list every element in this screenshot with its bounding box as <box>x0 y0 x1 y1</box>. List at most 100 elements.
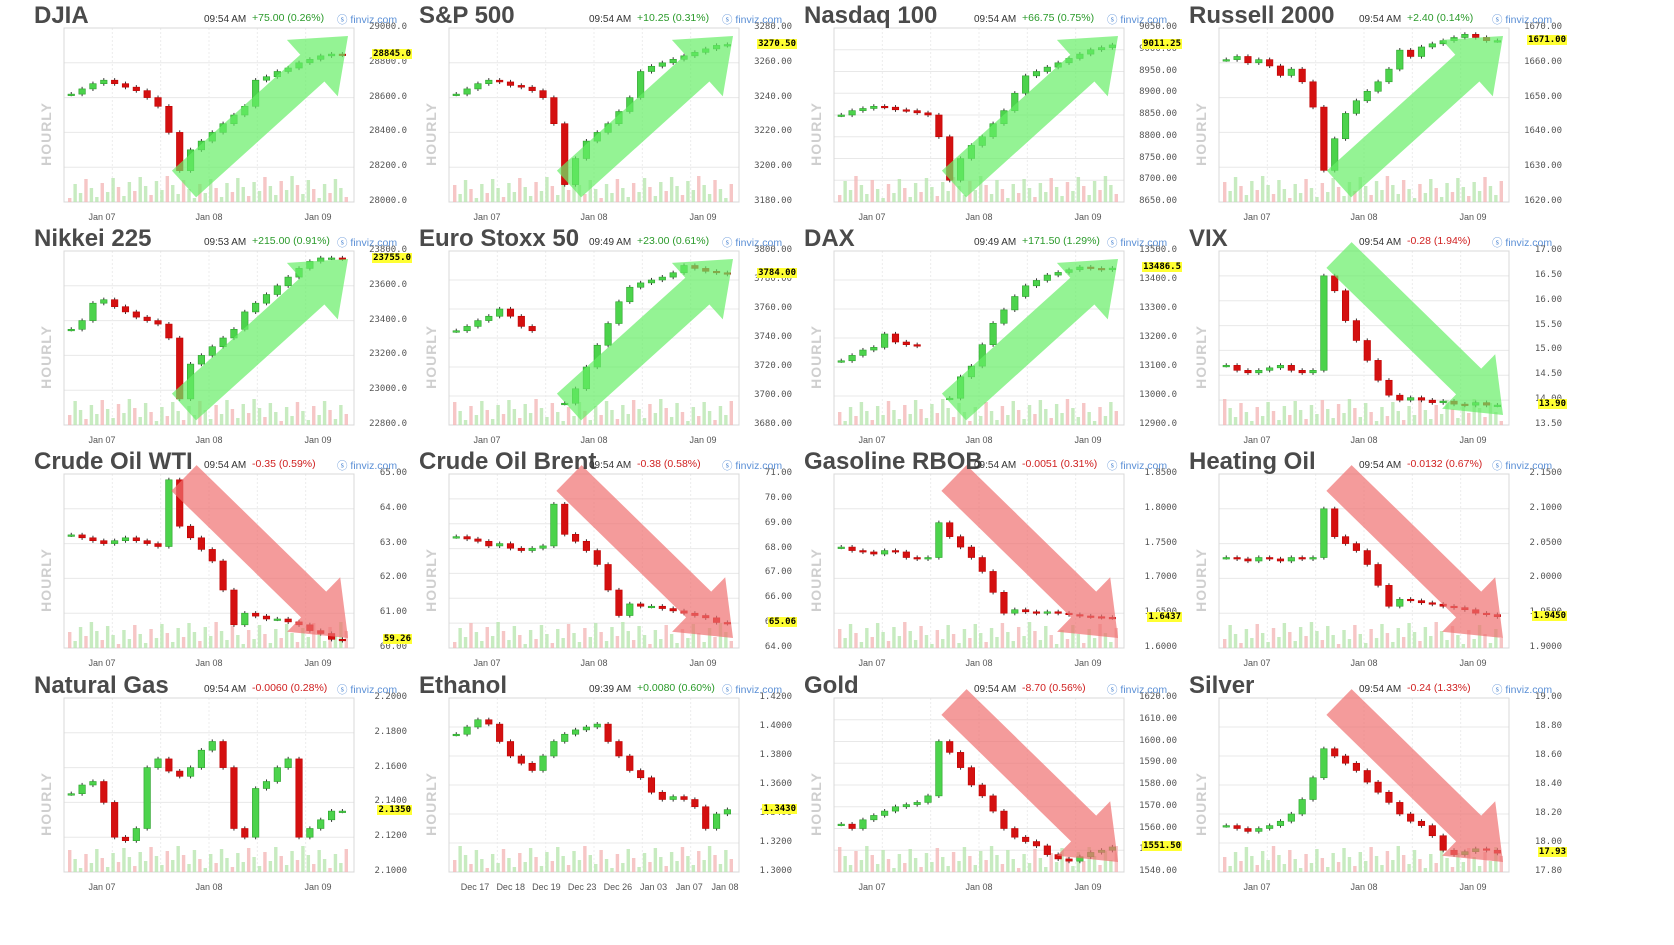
source-link[interactable]: ⓢ finviz.com <box>722 682 782 697</box>
candle <box>197 749 205 768</box>
source-link[interactable]: ⓢ finviz.com <box>337 458 397 473</box>
volume-bar <box>78 410 83 425</box>
chart-canvas <box>1218 689 1510 873</box>
chart-panel-euro-stoxx-50[interactable]: Euro Stoxx 50 09:49 AM +23.00 (0.61%) ⓢ fin… <box>417 225 797 449</box>
candle <box>1244 558 1252 562</box>
volume-bar <box>160 407 164 425</box>
candle <box>626 286 634 303</box>
source-link[interactable]: ⓢ finviz.com <box>1107 682 1167 697</box>
volume-bar <box>697 416 701 425</box>
x-tick-label: Jan 09 <box>304 658 332 668</box>
volume-bar <box>1374 856 1379 872</box>
volume-bar <box>1380 407 1384 425</box>
volume-bar <box>572 416 576 425</box>
volume-bar <box>1293 184 1297 202</box>
source-link[interactable]: ⓢ finviz.com <box>722 458 782 473</box>
chart-title: Natural Gas <box>34 672 169 699</box>
volume-bar <box>181 637 186 648</box>
source-link[interactable]: ⓢ finviz.com <box>722 235 782 250</box>
volume-bar <box>886 184 891 202</box>
volume-bar <box>1326 867 1330 872</box>
candle <box>647 605 656 609</box>
volume-bar <box>659 639 663 648</box>
volume-bar <box>230 626 235 648</box>
candle <box>691 799 699 808</box>
candle <box>572 729 580 735</box>
chart-title: Crude Oil Brent <box>419 448 597 475</box>
volume-bar <box>290 416 294 425</box>
volume-bar <box>496 405 500 425</box>
chart-panel-nasdaq-100[interactable]: Nasdaq 100 09:54 AM +66.75 (0.75%) ⓢ finviz… <box>802 2 1182 226</box>
candle <box>626 603 634 616</box>
chart-panel-gasoline-rbob[interactable]: Gasoline RBOB 09:54 AM -0.0051 (0.31%) ⓢ fi… <box>802 448 1182 672</box>
source-link[interactable]: ⓢ finviz.com <box>1492 458 1552 473</box>
source-link[interactable]: ⓢ finviz.com <box>1492 682 1552 697</box>
source-link[interactable]: ⓢ finviz.com <box>337 235 397 250</box>
chart-panel-dax[interactable]: DAX 09:49 AM +171.50 (1.29%) ⓢ finviz.com HO… <box>802 225 1182 449</box>
chart-panel-djia[interactable]: DJIA 09:54 AM +75.00 (0.26%) ⓢ finviz.com HO… <box>32 2 412 226</box>
volume-bar <box>236 178 240 202</box>
candle <box>978 784 986 797</box>
source-link[interactable]: ⓢ finviz.com <box>1492 12 1552 27</box>
source-link[interactable]: ⓢ finviz.com <box>1107 235 1167 250</box>
chart-panel-s-p-500[interactable]: S&P 500 09:54 AM +10.25 (0.31%) ⓢ finviz.co… <box>417 2 797 226</box>
candle <box>1266 59 1274 67</box>
x-tick-label: Jan 07 <box>88 212 116 222</box>
hourly-text: HOURLY <box>423 772 439 836</box>
candle <box>111 299 119 307</box>
chart-panel-nikkei-225[interactable]: Nikkei 225 09:53 AM +215.00 (0.91%) ⓢ finvi… <box>32 225 412 449</box>
candle <box>1320 748 1328 779</box>
source-link[interactable]: ⓢ finviz.com <box>1107 12 1167 27</box>
source-link[interactable]: ⓢ finviz.com <box>1107 458 1167 473</box>
y-tick-label: 1560.00 <box>1139 822 1177 833</box>
volume-bar <box>995 855 999 872</box>
volume-bar <box>344 849 348 872</box>
volume-bar <box>979 633 983 648</box>
source-link[interactable]: ⓢ finviz.com <box>722 12 782 27</box>
chart-panel-russell-2000[interactable]: Russell 2000 09:54 AM +2.40 (0.14%) ⓢ finvi… <box>1187 2 1567 226</box>
volume-bar <box>284 190 289 202</box>
volume-bar <box>604 641 609 648</box>
chart-panel-gold[interactable]: Gold 09:54 AM -8.70 (0.56%) ⓢ finviz.com HOU… <box>802 672 1182 896</box>
source-link[interactable]: ⓢ finviz.com <box>337 682 397 697</box>
chart-panel-natural-gas[interactable]: Natural Gas 09:54 AM -0.0060 (0.28%) ⓢ finv… <box>32 672 412 896</box>
candle <box>463 726 471 735</box>
chart-panel-vix[interactable]: VIX 09:54 AM -0.28 (1.94%) ⓢ finviz.com HOUR… <box>1187 225 1567 449</box>
chart-panel-silver[interactable]: Silver 09:54 AM -0.24 (1.33%) ⓢ finviz.com H… <box>1187 672 1567 896</box>
change-value: +215.00 (0.91%) <box>252 235 330 247</box>
candle <box>572 534 580 542</box>
chart-panel-crude-oil-wti[interactable]: Crude Oil WTI 09:54 AM -0.35 (0.59%) ⓢ finv… <box>32 448 412 672</box>
x-tick-label: Jan 08 <box>965 435 993 445</box>
volume-bar <box>252 857 256 872</box>
volume-bar <box>1364 643 1368 648</box>
candle <box>1000 309 1008 324</box>
volume-bar <box>469 864 473 872</box>
chart-panel-crude-oil-brent[interactable]: Crude Oil Brent 09:54 AM -0.38 (0.58%) ⓢ fi… <box>417 448 797 672</box>
chart-panel-ethanol[interactable]: Ethanol 09:39 AM +0.0080 (0.60%) ⓢ finviz.c… <box>417 672 797 896</box>
candle <box>881 106 889 109</box>
volume-bar <box>1266 402 1270 425</box>
volume-bar <box>1472 857 1476 872</box>
volume-bar <box>539 625 544 648</box>
candle <box>989 571 997 593</box>
volume-bar <box>1076 852 1081 872</box>
volume-bar <box>1082 186 1086 202</box>
volume-bar <box>1429 419 1433 425</box>
volume-bar <box>897 636 902 648</box>
volume-bar <box>729 859 733 872</box>
y-tick-label: 1.3000 <box>759 866 792 876</box>
volume-bar <box>209 179 213 202</box>
source-link[interactable]: ⓢ finviz.com <box>337 12 397 27</box>
change-value: +10.25 (0.31%) <box>637 12 710 24</box>
candle <box>474 719 482 728</box>
source-link[interactable]: ⓢ finviz.com <box>1492 235 1552 250</box>
volume-bar <box>1087 195 1091 202</box>
trend-arrow-up <box>556 36 733 198</box>
volume-bar <box>1033 631 1037 648</box>
x-tick-label: Dec 19 <box>532 882 561 892</box>
volume-bar <box>1293 859 1297 872</box>
chart-panel-heating-oil[interactable]: Heating Oil 09:54 AM -0.0132 (0.67%) ⓢ finv… <box>1187 448 1567 672</box>
volume-bar <box>724 850 728 872</box>
volume-bar <box>984 185 988 202</box>
volume-bar <box>534 857 538 872</box>
